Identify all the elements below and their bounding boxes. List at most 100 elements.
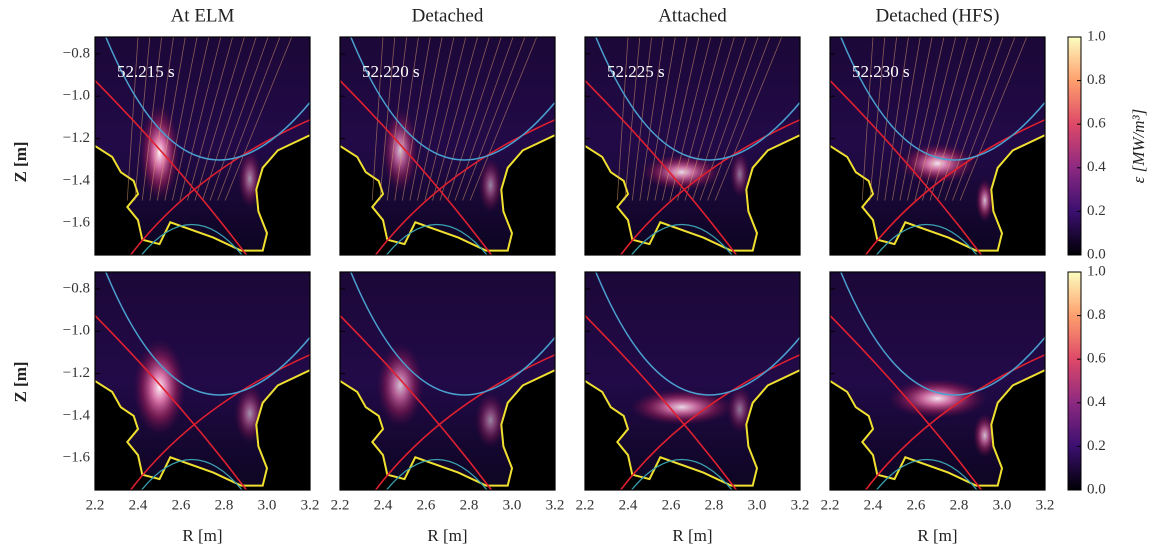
line-of-sight [707, 37, 771, 201]
wall-region [585, 135, 800, 255]
line-of-sight [899, 37, 933, 201]
colorbar-tick-label: 0.4 [1087, 159, 1106, 175]
line-of-sight [179, 37, 222, 201]
emission-blob [376, 343, 424, 428]
line-of-sight [172, 37, 210, 201]
line-of-sight [654, 37, 688, 201]
heatmap-panel [830, 272, 1045, 490]
y-axis-label: Z [m] [11, 141, 30, 182]
wall-region [95, 135, 310, 255]
separatrix [129, 354, 310, 490]
x-tick-label: 3.0 [748, 497, 767, 513]
x-tick-label: 3.2 [791, 497, 810, 513]
separatrix [95, 315, 248, 490]
line-of-sight [149, 37, 174, 201]
wall-outline [340, 369, 555, 487]
wall-outline [585, 134, 800, 252]
x-axis-label: R [m] [672, 526, 712, 545]
line-of-sight [187, 37, 233, 201]
wall-region [585, 370, 800, 490]
x-tick-label: 3.0 [503, 497, 522, 513]
colorbar [1067, 271, 1082, 491]
separatrix [830, 80, 983, 255]
colorbar-tick-label: 0.2 [1087, 203, 1106, 219]
separatrix [585, 80, 738, 255]
wall-outline [95, 134, 310, 252]
emission-blob [729, 150, 750, 199]
line-of-sight [401, 37, 431, 201]
x-tick-label: 2.6 [417, 497, 436, 513]
panel-frame [339, 271, 556, 491]
wall-region [340, 135, 555, 255]
column-title: At ELM [171, 5, 235, 26]
flux-surface [840, 272, 1045, 396]
y-tick-label: −1.2 [63, 130, 90, 146]
line-of-sight [394, 37, 419, 201]
line-of-sight [202, 37, 257, 201]
heatmap-panel [340, 272, 555, 490]
x-tick-label: 2.4 [129, 497, 148, 513]
y-tick-label: −1.0 [63, 323, 90, 339]
colorbar-tick-label: 0.8 [1087, 72, 1106, 88]
emission-blob [888, 378, 987, 419]
heatmap-panel [830, 37, 1045, 255]
wall-outline [585, 369, 800, 487]
separatrix [830, 315, 983, 490]
line-of-sight [624, 37, 641, 201]
y-tick-label: −1.4 [63, 407, 91, 423]
column-title: Detached (HFS) [876, 5, 1000, 26]
line-of-sight [379, 37, 396, 201]
panel-frame [829, 271, 1046, 491]
line-of-sight [164, 37, 198, 201]
line-of-sight [876, 37, 898, 201]
line-of-sight [699, 37, 759, 201]
line-of-sight [677, 37, 723, 201]
line-of-sight [134, 37, 151, 201]
flux-surface [595, 37, 800, 161]
colorbar-tick-label: 0.6 [1087, 351, 1106, 367]
separatrix [619, 354, 800, 490]
x-tick-label: 2.4 [619, 497, 638, 513]
separatrix [864, 354, 1045, 490]
wall-outline [340, 134, 555, 252]
x-tick-label: 2.6 [662, 497, 681, 513]
x-tick-label: 2.2 [821, 497, 840, 513]
colorbar-label: ε [MW/m³] [1129, 109, 1148, 184]
flux-surface [840, 37, 1045, 161]
line-of-sight [447, 37, 502, 201]
line-of-sight [454, 37, 514, 201]
emission-blob [474, 392, 507, 449]
flux-surface [105, 272, 310, 396]
y-tick-label: −1.0 [63, 88, 90, 104]
line-of-sight [469, 37, 538, 201]
time-label: 52.230 s [852, 62, 910, 81]
line-of-sight [424, 37, 467, 201]
line-of-sight [156, 37, 186, 201]
colorbar-tick-label: 0.0 [1087, 481, 1106, 497]
line-of-sight [929, 37, 980, 201]
line-of-sight [869, 37, 886, 201]
emission-blob [975, 178, 994, 223]
x-tick-label: 3.2 [301, 497, 320, 513]
y-tick-label: −1.6 [63, 215, 91, 231]
flux-surface [630, 224, 733, 255]
line-of-sight [409, 37, 443, 201]
flux-surface [140, 459, 243, 490]
flux-surface [385, 459, 488, 490]
flux-surface [350, 37, 555, 161]
colorbar-tick-label: 1.0 [1087, 28, 1106, 44]
x-axis-label: R [m] [182, 526, 222, 545]
flux-surface [385, 224, 488, 255]
x-axis-label: R [m] [427, 526, 467, 545]
line-of-sight [891, 37, 921, 201]
x-tick-label: 2.2 [331, 497, 350, 513]
y-axis-label: Z [m] [11, 361, 30, 402]
separatrix [129, 119, 310, 255]
line-of-sight [684, 37, 735, 201]
x-axis-label: R [m] [917, 526, 957, 545]
x-tick-label: 2.8 [460, 497, 479, 513]
emission-blob [899, 143, 976, 184]
emission-blob [629, 389, 734, 426]
separatrix [374, 119, 555, 255]
line-of-sight [646, 37, 676, 201]
